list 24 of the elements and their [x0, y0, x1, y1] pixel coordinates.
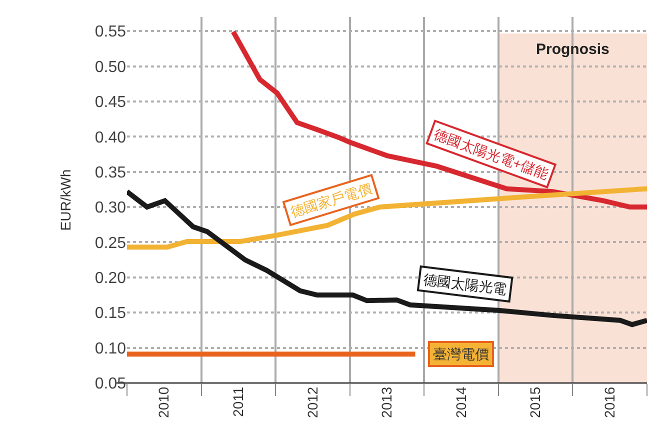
y-axis-title: EUR/kWh [57, 169, 74, 231]
x-tick-label: 2015 [527, 386, 544, 418]
x-tick-label: 2012 [304, 386, 320, 418]
y-tick-label: 0.30 [94, 200, 126, 217]
y-tick-label: 0.55 [94, 24, 126, 41]
x-tick-label: 2013 [378, 386, 395, 418]
y-tick-label: 0.10 [94, 340, 126, 358]
y-tick-label: 0.50 [94, 58, 126, 76]
text: 德國太陽光電 [422, 270, 508, 298]
y-tick-label: 0.25 [94, 234, 126, 252]
text: 德國家戶電價 [288, 180, 374, 220]
text: 德國太陽光電+儲能 [432, 126, 550, 182]
band-label: Prognosis [536, 41, 610, 58]
x-tick-label: 2010 [156, 386, 172, 418]
y-tick-label: 0.45 [94, 94, 126, 112]
y-tick-label: 0.20 [94, 270, 126, 288]
x-tick-label: 2014 [452, 386, 469, 418]
y-tick-label: 0.40 [94, 129, 126, 146]
y-tick-label: 0.05 [94, 376, 126, 393]
series-label: 臺灣電價 [433, 346, 489, 362]
x-tick-label: 2011 [230, 386, 246, 417]
y-tick-label: 0.15 [94, 305, 126, 322]
x-tick-label: 2016 [601, 386, 618, 418]
y-tick-label: 0.35 [94, 164, 126, 182]
